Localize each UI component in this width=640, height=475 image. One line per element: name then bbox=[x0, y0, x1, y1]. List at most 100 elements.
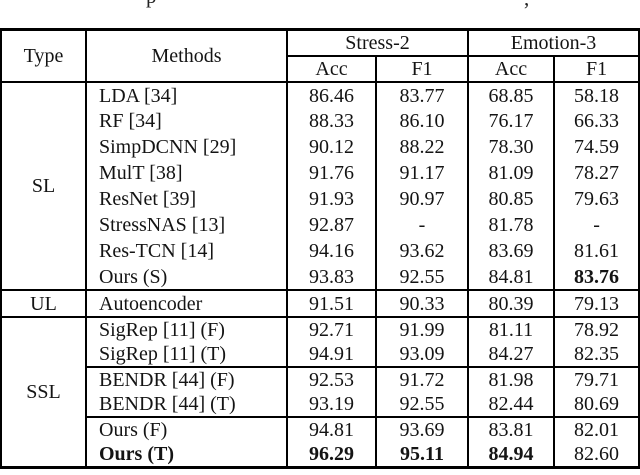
cropped-caption-line: p , bbox=[0, 0, 640, 9]
value-cell: 93.83 bbox=[286, 264, 377, 290]
value-cell: 93.62 bbox=[374, 238, 470, 264]
value-cell: 96.29 bbox=[286, 442, 377, 468]
value-cell: 86.46 bbox=[286, 82, 377, 108]
value-cell: 90.12 bbox=[286, 134, 377, 160]
value-cell: 68.85 bbox=[467, 82, 556, 108]
table-row: UL Autoencoder 91.51 90.33 80.39 79.13 bbox=[0, 289, 640, 317]
table-row: Ours (F) 94.81 93.69 83.81 82.01 bbox=[1, 416, 640, 442]
header-row-metrics: Acc F1 Acc F1 bbox=[1, 56, 640, 83]
table-row: SimpDCNN [29] 90.12 88.22 78.30 74.59 bbox=[1, 134, 640, 160]
value-cell: 58.18 bbox=[553, 82, 640, 108]
value-cell: - bbox=[553, 212, 640, 238]
method-cell: BENDR [44] (F) bbox=[85, 366, 288, 392]
value-cell: 79.71 bbox=[553, 366, 640, 392]
value-cell: 92.53 bbox=[286, 366, 377, 392]
value-cell: 86.10 bbox=[374, 108, 470, 134]
method-cell: Autoencoder bbox=[85, 289, 288, 317]
header-row-groups: Type Methods Stress-2 Emotion-3 bbox=[0, 29, 640, 83]
table-row: MulT [38] 91.76 91.17 81.09 78.27 bbox=[1, 160, 640, 186]
value-cell: 78.27 bbox=[553, 160, 640, 186]
value-cell: 81.11 bbox=[467, 316, 556, 342]
value-cell: 82.35 bbox=[553, 342, 640, 367]
method-cell: ResNet [39] bbox=[85, 186, 288, 212]
value-cell: 79.63 bbox=[553, 186, 640, 212]
value-cell: 78.92 bbox=[553, 316, 640, 342]
value-cell: 82.60 bbox=[553, 442, 640, 468]
method-cell: Ours (S) bbox=[85, 264, 288, 290]
value-cell: 66.33 bbox=[553, 108, 640, 134]
method-cell: SimpDCNN [29] bbox=[85, 134, 288, 160]
value-cell: 83.77 bbox=[374, 82, 470, 108]
value-cell: 90.97 bbox=[374, 186, 470, 212]
table-row: BENDR [44] (T) 93.19 92.55 82.44 80.69 bbox=[1, 392, 640, 417]
method-cell: Ours (F) bbox=[85, 416, 288, 442]
value-cell: 93.19 bbox=[286, 392, 377, 417]
type-cell-ul: UL bbox=[0, 289, 87, 317]
value-cell: 80.85 bbox=[467, 186, 556, 212]
value-cell: 92.87 bbox=[286, 212, 377, 238]
value-cell: 80.39 bbox=[467, 289, 556, 317]
value-cell: 79.13 bbox=[553, 289, 640, 317]
method-cell: Ours (T) bbox=[85, 442, 288, 468]
table-row: SigRep [11] (T) 94.91 93.09 84.27 82.35 bbox=[1, 342, 640, 367]
value-cell: 78.30 bbox=[467, 134, 556, 160]
value-cell: 74.59 bbox=[553, 134, 640, 160]
table-row: SSL SigRep [11] (F) 92.71 91.99 81.11 78… bbox=[0, 316, 640, 468]
value-cell: 82.01 bbox=[553, 416, 640, 442]
value-cell: 84.94 bbox=[467, 442, 556, 468]
header-emotion-f1: F1 bbox=[553, 56, 640, 83]
header-emotion3: Emotion-3 bbox=[467, 29, 640, 57]
caption-fragment-left: p bbox=[146, 0, 157, 9]
value-cell: 81.98 bbox=[467, 366, 556, 392]
header-emotion-acc: Acc bbox=[467, 56, 556, 83]
method-cell: LDA [34] bbox=[85, 82, 288, 108]
table-header: Type Methods Stress-2 Emotion-3 Acc F1 A… bbox=[0, 29, 640, 83]
value-cell: 91.99 bbox=[374, 316, 470, 342]
table-row: RF [34] 88.33 86.10 76.17 66.33 bbox=[1, 108, 640, 134]
table-row: ResNet [39] 91.93 90.97 80.85 79.63 bbox=[1, 186, 640, 212]
table-row: Ours (T) 96.29 95.11 84.94 82.60 bbox=[1, 442, 640, 468]
value-cell: 84.81 bbox=[467, 264, 556, 290]
type-cell-sl: SL bbox=[0, 82, 87, 290]
value-cell: 92.55 bbox=[374, 264, 470, 290]
value-cell: 88.33 bbox=[286, 108, 377, 134]
results-table: Type Methods Stress-2 Emotion-3 Acc F1 A… bbox=[0, 28, 640, 469]
table-row: StressNAS [13] 92.87 - 81.78 - bbox=[1, 212, 640, 238]
header-stress-acc: Acc bbox=[286, 56, 377, 83]
value-cell: 76.17 bbox=[467, 108, 556, 134]
method-cell: MulT [38] bbox=[85, 160, 288, 186]
value-cell: 91.76 bbox=[286, 160, 377, 186]
method-cell: SigRep [11] (F) bbox=[85, 316, 288, 342]
value-cell: 91.72 bbox=[374, 366, 470, 392]
value-cell: 83.76 bbox=[553, 264, 640, 290]
value-cell: 92.55 bbox=[374, 392, 470, 417]
section-ul: UL Autoencoder 91.51 90.33 80.39 79.13 bbox=[0, 289, 640, 317]
header-stress2: Stress-2 bbox=[285, 29, 470, 57]
value-cell: 94.16 bbox=[286, 238, 377, 264]
value-cell: 93.69 bbox=[374, 416, 470, 442]
table-row: Res-TCN [14] 94.16 93.62 83.69 81.61 bbox=[1, 238, 640, 264]
method-cell: Res-TCN [14] bbox=[85, 238, 288, 264]
table-row: BENDR [44] (F) 92.53 91.72 81.98 79.71 bbox=[1, 366, 640, 392]
caption-fragment-right: , bbox=[524, 0, 529, 9]
method-cell: StressNAS [13] bbox=[85, 212, 288, 238]
value-cell: 80.69 bbox=[553, 392, 640, 417]
value-cell: 81.09 bbox=[467, 160, 556, 186]
value-cell: 92.71 bbox=[286, 316, 377, 342]
value-cell: 83.81 bbox=[467, 416, 556, 442]
value-cell: 93.09 bbox=[374, 342, 470, 367]
value-cell: 91.51 bbox=[286, 289, 377, 317]
value-cell: 81.61 bbox=[553, 238, 640, 264]
value-cell: 88.22 bbox=[374, 134, 470, 160]
value-cell: 90.33 bbox=[374, 289, 470, 317]
type-cell-ssl: SSL bbox=[0, 316, 87, 468]
method-cell: RF [34] bbox=[85, 108, 288, 134]
method-cell: BENDR [44] (T) bbox=[85, 392, 288, 417]
table-row: SL LDA [34] 86.46 83.77 68.85 58.18 bbox=[0, 82, 640, 290]
value-cell: 94.81 bbox=[286, 416, 377, 442]
value-cell: 82.44 bbox=[467, 392, 556, 417]
header-methods: Methods bbox=[85, 29, 288, 83]
value-cell: 91.93 bbox=[286, 186, 377, 212]
method-cell: SigRep [11] (T) bbox=[85, 342, 288, 367]
